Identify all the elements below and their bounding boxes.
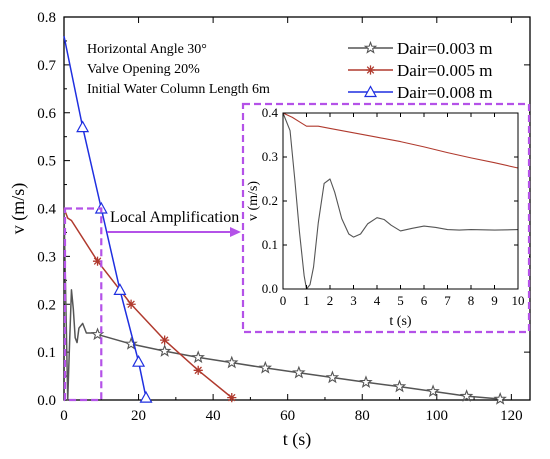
condition-note: Valve Opening 20% (87, 62, 200, 77)
data-point-1 (193, 365, 203, 375)
highlight-region: Local Amplification (63, 102, 531, 402)
data-point-0 (426, 384, 440, 398)
data-point-0 (459, 389, 474, 402)
legend-label: Dair=0.005 m (397, 61, 493, 80)
inset-y-tick-label: 0.1 (262, 237, 278, 252)
inset-y-tick-label: 0.0 (262, 281, 278, 296)
zoom-region-box (63, 207, 103, 402)
x-tick-label: 100 (426, 408, 449, 424)
data-point-2 (139, 390, 153, 403)
condition-notes: Horizontal Angle 30° Valve Opening 20% Ini… (87, 42, 270, 97)
inset-x-tick-label: 7 (444, 293, 451, 308)
inset-series-line-0 (282, 112, 519, 290)
main-plot: 0 20 40 60 80 100 1200.00.10.20.30.40.50.60.70… (8, 10, 531, 450)
inset-x-tick-label: 4 (374, 293, 381, 308)
inset-x-tick-label: 3 (350, 293, 357, 308)
callout-label: Local Amplification (110, 209, 239, 226)
legend-marker-2 (363, 85, 378, 98)
y-tick-label: 0.1 (37, 345, 56, 361)
legend-label: Dair=0.003 m (397, 39, 493, 58)
condition-note: Horizontal Angle 30° (87, 42, 207, 57)
data-point-0 (325, 370, 340, 384)
inset-x-axis-label: t (s) (389, 314, 412, 329)
data-point-1 (160, 335, 170, 345)
y-tick-label: 0.7 (37, 58, 56, 74)
x-tick-label: 80 (355, 408, 370, 424)
data-point-2 (132, 354, 146, 367)
y-tick-label: 0.0 (37, 393, 56, 409)
inset-x-tick-label: 9 (491, 293, 498, 308)
y-tick-label: 0.8 (37, 10, 56, 26)
inset-x-tick-label: 5 (397, 293, 404, 308)
inset-x-tick-label: 2 (327, 293, 334, 308)
y-tick-label: 0.6 (37, 106, 56, 122)
y-tick-label: 0.4 (37, 202, 56, 218)
x-tick-label: 0 (60, 408, 68, 424)
data-point-0 (191, 350, 205, 364)
data-point-2 (113, 283, 127, 295)
legend-marker-0 (363, 40, 378, 54)
y-tick-label: 0.2 (37, 297, 56, 313)
series-line-1 (63, 208, 233, 399)
callout-arrow-head (230, 227, 241, 237)
condition-note: Initial Water Column Length 6m (87, 82, 270, 97)
data-point-1 (126, 299, 136, 309)
legend-marker-1 (365, 65, 376, 75)
x-tick-label: 20 (131, 408, 146, 424)
data-point-1 (92, 256, 103, 266)
inset-y-tick-label: 0.2 (262, 193, 278, 208)
legend-label: Dair=0.008 m (397, 83, 493, 102)
inset-x-tick-label: 1 (303, 293, 310, 308)
inset-y-axis-label: v (m/s) (246, 181, 261, 221)
data-point-0 (225, 355, 239, 369)
inset-x-tick-label: 0 (280, 293, 287, 308)
data-point-0 (359, 375, 373, 389)
x-tick-label: 40 (206, 408, 221, 424)
callout-label-bg (108, 206, 238, 226)
data-point-0 (157, 344, 172, 357)
data-point-0 (493, 391, 507, 405)
x-axis-label: t (s) (283, 429, 312, 450)
y-tick-label: 0.3 (37, 249, 56, 265)
data-point-0 (124, 336, 138, 350)
main-series (63, 35, 507, 405)
data-point-0 (258, 360, 273, 374)
y-axis-label: v (m/s) (8, 183, 29, 235)
x-tick-label: 120 (500, 408, 523, 424)
inset-series-line-1 (282, 112, 519, 169)
inset-plot: 0 1 2 3 4 5 6 7 8 9 10 0.0 0.1 0.2 0.3 0.4 t (s) v (m/s) (246, 105, 525, 329)
inset-y-tick-label: 0.4 (262, 105, 279, 120)
inset-x-tick-label: 10 (512, 293, 525, 308)
data-point-2 (76, 120, 90, 133)
inset-x-tick-label: 8 (468, 293, 475, 308)
data-point-0 (292, 365, 306, 379)
inset-y-tick-label: 0.3 (262, 149, 278, 164)
y-tick-label: 0.5 (37, 154, 56, 170)
x-tick-label: 60 (280, 408, 295, 424)
data-point-0 (392, 379, 407, 393)
series-line-2 (63, 35, 147, 398)
data-point-1 (227, 393, 237, 403)
legend: Dair=0.003 m Dair=0.005 m Dair=0.008 m (348, 39, 493, 102)
inset-x-tick-label: 6 (421, 293, 428, 308)
